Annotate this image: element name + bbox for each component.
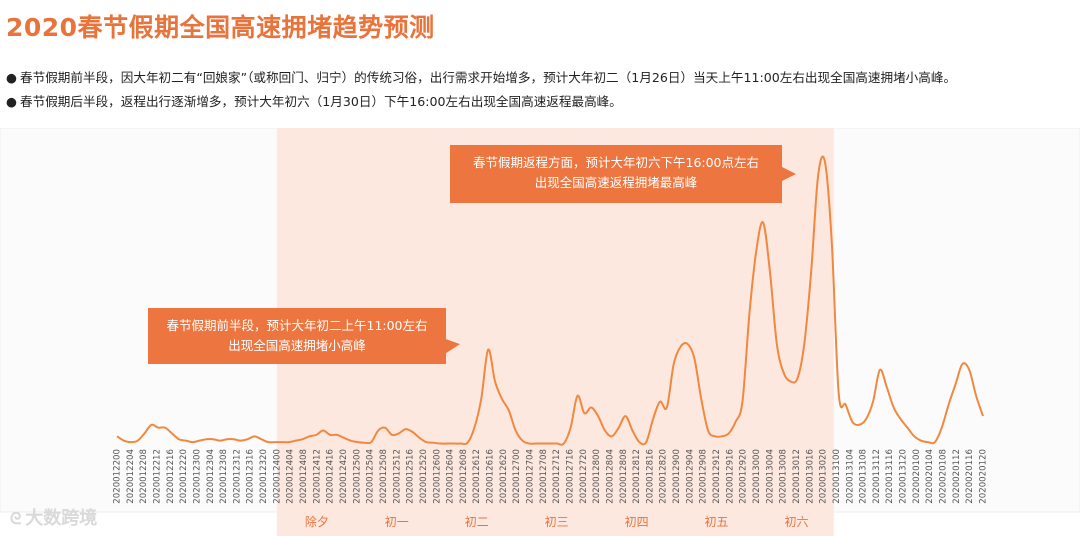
x-tick-label: 2020013108 — [859, 449, 869, 504]
callout-text: 出现全国高速拥堵小高峰 — [228, 338, 366, 353]
x-tick-label: 2020012600 — [432, 449, 442, 504]
x-tick-label: 2020012812 — [632, 449, 642, 504]
x-tick-label: 2020012508 — [379, 449, 389, 504]
watermark-text: 大数跨境 — [25, 508, 98, 529]
x-tick-label: 2020012912 — [712, 449, 722, 504]
x-tick-label: 2020012404 — [286, 449, 296, 504]
bullet-text-1: 春节假期前半段，因大年初二有“回娘家”（或称回门、归宁）的传统习俗，出行需求开始… — [20, 70, 957, 85]
callout-pointer — [782, 167, 796, 181]
x-tick-label: 2020012512 — [392, 449, 402, 504]
x-tick-label: 2020012908 — [699, 449, 709, 504]
x-tick-label: 2020020104 — [925, 449, 935, 504]
x-tick-label: 2020012616 — [486, 449, 496, 504]
day-label: 除夕 — [305, 514, 329, 529]
x-tick-label: 2020013120 — [899, 449, 909, 504]
x-tick-label: 2020012216 — [166, 449, 176, 504]
x-tick-label: 2020012200 — [113, 449, 123, 504]
chart-svg: 2020012200 2020012204 2020012208 2020012212… — [0, 128, 1080, 536]
day-label: 初六 — [784, 515, 808, 529]
x-tick-label: 2020013016 — [805, 449, 815, 504]
x-tick-label: 2020012320 — [259, 449, 269, 504]
x-tick-label: 2020012500 — [352, 449, 362, 504]
day-label: 初五 — [705, 515, 729, 529]
x-tick-label: 2020012412 — [312, 449, 322, 504]
callout-box — [450, 145, 782, 203]
bullet-list: ● 春节假期前半段，因大年初二有“回娘家”（或称回门、归宁）的传统习俗，出行需求开… — [6, 66, 1076, 114]
x-tick-label: 2020012916 — [725, 449, 735, 504]
x-tick-label: 2020013004 — [765, 449, 775, 504]
x-tick-label: 2020013008 — [779, 449, 789, 504]
x-tick-label: 2020012420 — [339, 449, 349, 504]
x-tick-label: 2020012520 — [419, 449, 429, 504]
x-tick-label: 2020012800 — [592, 449, 602, 504]
x-tick-label: 2020012416 — [326, 449, 336, 504]
bullet-item-1: ● 春节假期前半段，因大年初二有“回娘家”（或称回门、归宁）的传统习俗，出行需求开… — [6, 66, 1076, 90]
x-tick-label: 2020013104 — [845, 449, 855, 504]
x-tick-label: 2020012704 — [526, 449, 536, 504]
day-label: 初一 — [385, 515, 409, 529]
x-tick-label: 2020012220 — [179, 449, 189, 504]
x-tick-label: 2020012300 — [192, 449, 202, 504]
x-tick-label: 2020020112 — [952, 449, 962, 504]
day-label: 初四 — [625, 515, 649, 529]
page-title: 2020春节假期全国高速拥堵趋势预测 — [6, 13, 435, 42]
x-tick-label: 2020012604 — [446, 449, 456, 504]
watermark-logo-icon: ᘓ — [10, 509, 22, 528]
x-tick-label: 2020012620 — [499, 449, 509, 504]
x-tick-label: 2020012608 — [459, 449, 469, 504]
callout-text: 春节假期返程方面，预计大年初六下午16:00点左右 — [473, 155, 759, 170]
bullet-dot-icon: ● — [6, 70, 17, 85]
x-tick-label: 2020012308 — [219, 449, 229, 504]
x-tick-label: 2020012904 — [685, 449, 695, 504]
day-label: 初三 — [545, 515, 569, 529]
x-tick-label: 2020013116 — [885, 449, 895, 504]
x-tick-label: 2020012208 — [139, 449, 149, 504]
x-tick-label: 2020012804 — [605, 449, 615, 504]
day-label: 初二 — [465, 515, 489, 529]
congestion-trend-chart: 2020012200 2020012204 2020012208 2020012212… — [0, 128, 1080, 536]
x-tick-label: 2020012312 — [232, 449, 242, 504]
x-tick-label: 2020012900 — [672, 449, 682, 504]
x-tick-label: 2020012204 — [126, 449, 136, 504]
x-tick-label: 2020020100 — [912, 449, 922, 504]
callout-text: 出现全国高速返程拥堵最高峰 — [535, 175, 698, 190]
x-tick-label: 2020012816 — [645, 449, 655, 504]
x-tick-label: 2020012716 — [565, 449, 575, 504]
callout-1: 春节假期前半段，预计大年初二上午11:00左右出现全国高速拥堵小高峰 — [148, 308, 460, 364]
x-tick-label: 2020013020 — [819, 449, 829, 504]
x-tick-label: 2020020116 — [965, 449, 975, 504]
x-tick-label: 2020012504 — [366, 449, 376, 504]
x-tick-label: 2020012720 — [579, 449, 589, 504]
x-tick-label: 2020012316 — [246, 449, 256, 504]
x-tick-label: 2020013012 — [792, 449, 802, 504]
x-tick-label: 2020012920 — [739, 449, 749, 504]
x-tick-label: 2020012516 — [406, 449, 416, 504]
callout-pointer — [446, 339, 460, 354]
x-tick-label: 2020012808 — [619, 449, 629, 504]
x-tick-label: 2020012212 — [152, 449, 162, 504]
x-tick-label: 2020013000 — [752, 449, 762, 504]
callout-text: 春节假期前半段，预计大年初二上午11:00左右 — [166, 318, 427, 333]
x-tick-label: 2020020120 — [979, 449, 989, 504]
congestion-series-line — [116, 155, 984, 446]
x-tick-label: 2020012712 — [552, 449, 562, 504]
watermark: ᘓ 大数跨境 — [10, 504, 97, 530]
x-tick-label: 2020012708 — [539, 449, 549, 504]
x-tick-label: 2020012408 — [299, 449, 309, 504]
callout-box — [148, 308, 446, 364]
bullet-text-2: 春节假期后半段，返程出行逐渐增多，预计大年初六（1月30日）下午16:00左右出… — [20, 94, 622, 109]
x-tick-label: 2020013100 — [832, 449, 842, 504]
bullet-item-2: ● 春节假期后半段，返程出行逐渐增多，预计大年初六（1月30日）下午16:00左右… — [6, 90, 1076, 114]
x-tick-label: 2020012820 — [659, 449, 669, 504]
x-tick-label: 2020013112 — [872, 449, 882, 504]
x-tick-label: 2020020108 — [939, 449, 949, 504]
x-tick-label: 2020012612 — [472, 449, 482, 504]
x-tick-label: 2020012400 — [272, 449, 282, 504]
bullet-dot-icon: ● — [6, 94, 17, 109]
x-tick-label: 2020012700 — [512, 449, 522, 504]
x-tick-label: 2020012304 — [206, 449, 216, 504]
